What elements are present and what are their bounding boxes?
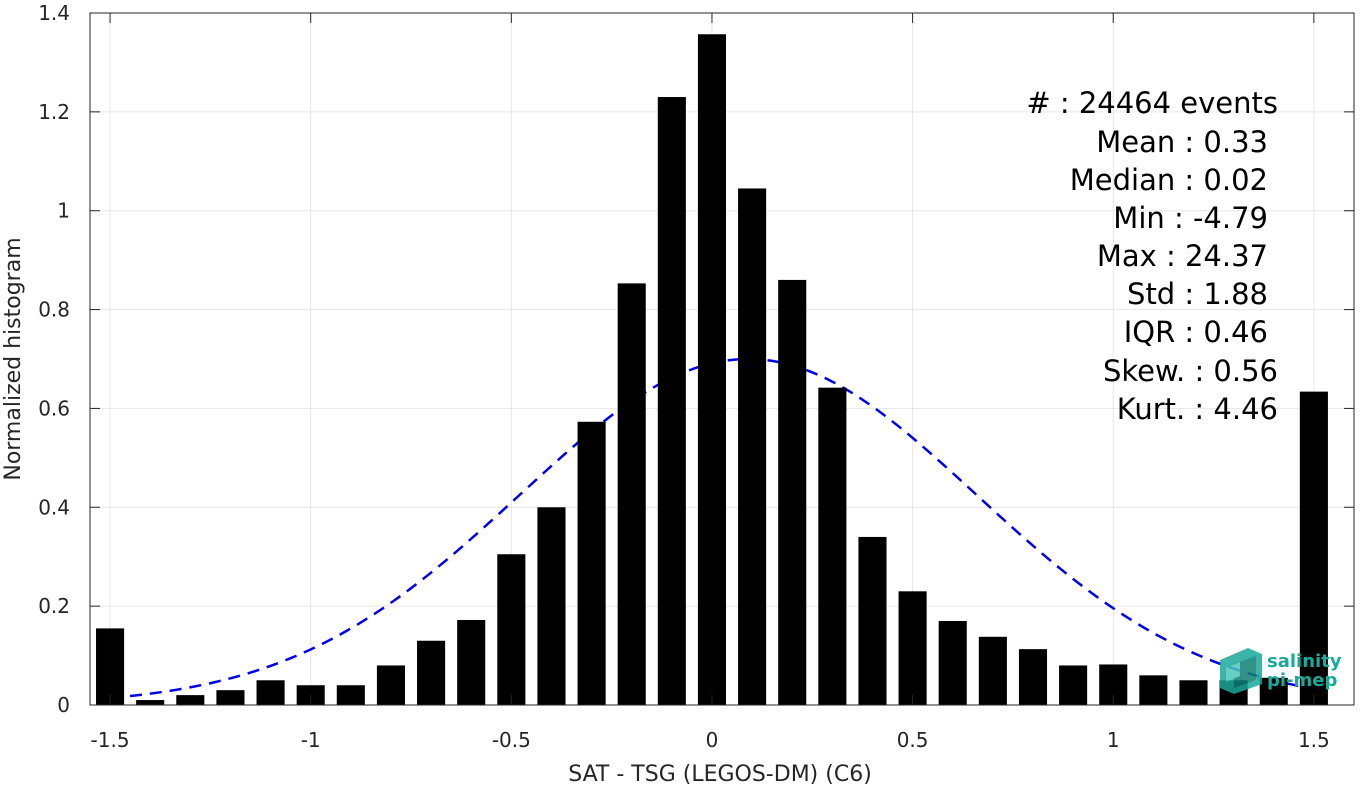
histogram-bar <box>1299 391 1328 705</box>
histogram-bar <box>497 554 526 705</box>
logo-text-pimep: pi-mep <box>1267 670 1337 691</box>
histogram-bar <box>1059 665 1088 705</box>
y-axis-label: Normalized histogram <box>1 237 26 480</box>
stats-events: # : 24464 events <box>1026 86 1278 120</box>
histogram-bar <box>818 387 847 705</box>
stats-std: Std : 1.88 <box>1127 277 1268 311</box>
histogram-bar <box>417 640 446 705</box>
histogram-bar <box>738 188 767 705</box>
y-tick-label: 1 <box>57 199 70 223</box>
logo-mark-icon <box>1220 648 1262 694</box>
histogram-bar <box>1139 675 1168 705</box>
histogram-bar <box>216 690 245 705</box>
axes-frame <box>89 12 1355 706</box>
y-tick-label: 0.2 <box>38 594 70 618</box>
histogram-bar <box>858 536 887 705</box>
histogram-bar <box>256 680 285 705</box>
y-tick-label: 0.4 <box>38 495 70 519</box>
histogram-bar <box>657 97 686 706</box>
histogram-bar <box>176 695 205 705</box>
x-tick-label: 1.5 <box>1298 728 1330 752</box>
x-tick-label: -1.5 <box>91 728 130 752</box>
histogram-bar <box>778 279 807 705</box>
stats-mean: Mean : 0.33 <box>1096 125 1268 159</box>
tick-layer: -1.5 -1 -0.5 0 0.5 1 1.5 0 0.2 0.4 0.6 0.8 1 1.2 1.4 <box>38 1 1354 752</box>
histogram-bar <box>697 34 727 706</box>
histogram-bar <box>136 700 165 705</box>
histogram-bar <box>457 619 486 705</box>
y-tick-label: 0 <box>57 693 70 717</box>
y-tick-label: 0.6 <box>38 396 70 420</box>
stats-kurt: Kurt. : 4.46 <box>1117 392 1278 426</box>
histogram-bar <box>1018 649 1048 705</box>
y-tick-label: 1.2 <box>38 100 70 124</box>
histogram-bar <box>336 685 365 705</box>
stats-min: Min : -4.79 <box>1113 201 1268 235</box>
x-tick-label: -1 <box>301 728 321 752</box>
stats-max: Max : 24.37 <box>1097 239 1268 273</box>
histogram-bar <box>1259 677 1288 705</box>
plot-frame <box>89 12 1355 706</box>
x-tick-label: 0.5 <box>897 728 929 752</box>
bar-layer <box>96 34 1328 706</box>
x-tick-label: -0.5 <box>492 728 531 752</box>
histogram-bar <box>537 507 566 705</box>
x-tick-label: 0 <box>706 728 719 752</box>
y-tick-label: 0.8 <box>38 298 70 322</box>
histogram-bar <box>978 636 1007 705</box>
x-tick-label: 1 <box>1107 728 1120 752</box>
histogram-bar <box>898 591 927 705</box>
salinity-pimep-logo: salinity pi-mep <box>1220 648 1342 694</box>
stats-iqr: IQR : 0.46 <box>1124 315 1268 349</box>
histogram-bar <box>577 421 606 705</box>
histogram-bar <box>96 628 125 705</box>
histogram-bar <box>617 283 646 705</box>
histogram-bar <box>376 665 405 705</box>
stats-median: Median : 0.02 <box>1070 163 1268 197</box>
histogram-bar <box>1179 680 1208 705</box>
stats-annotation-block: # : 24464 events Mean : 0.33 Median : 0.… <box>1026 86 1278 426</box>
x-axis-label: SAT - TSG (LEGOS-DM) (C6) <box>568 762 872 785</box>
histogram-bar <box>938 620 967 705</box>
logo-text-salinity: salinity <box>1267 651 1342 672</box>
stats-skew: Skew. : 0.56 <box>1103 354 1278 388</box>
y-tick-label: 1.4 <box>38 1 70 25</box>
